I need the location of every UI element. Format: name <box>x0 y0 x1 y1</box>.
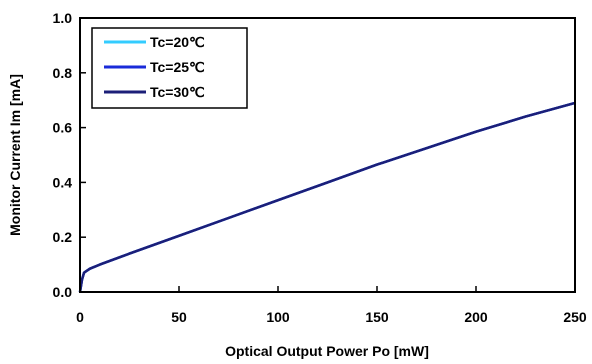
y-tick-label: 0.8 <box>53 65 73 81</box>
legend: Tc=20℃ Tc=25℃ Tc=30℃ <box>91 27 248 109</box>
x-axis-ticks: 0 50 100 150 200 250 <box>76 286 587 325</box>
y-axis-title: Monitor Current Im [mA] <box>7 74 23 236</box>
y-tick-label: 0.0 <box>53 284 73 300</box>
x-tick-label: 250 <box>563 309 587 325</box>
x-tick-label: 150 <box>365 309 389 325</box>
series-line-3 <box>78 101 576 293</box>
plot-area-frame <box>79 17 576 293</box>
legend-label-3: Tc=30℃ <box>150 84 205 100</box>
series-line-1 <box>78 101 576 293</box>
y-tick-label: 0.4 <box>53 174 73 190</box>
y-tick-label: 1.0 <box>53 10 73 26</box>
legend-label-1: Tc=20℃ <box>150 34 205 50</box>
y-axis-ticks: 0.0 0.2 0.4 0.6 0.8 1.0 <box>53 10 86 300</box>
x-tick-label: 200 <box>464 309 488 325</box>
x-tick-label: 50 <box>171 309 187 325</box>
plot-series-group <box>78 101 576 293</box>
y-tick-label: 0.2 <box>53 229 73 245</box>
x-axis-title: Optical Output Power Po [mW] <box>225 343 429 359</box>
y-tick-label: 0.6 <box>53 120 73 136</box>
legend-items: Tc=20℃ Tc=25℃ Tc=30℃ <box>104 34 205 100</box>
x-tick-label: 0 <box>76 309 84 325</box>
legend-label-2: Tc=25℃ <box>150 59 205 75</box>
series-line-2 <box>78 101 576 293</box>
x-tick-label: 100 <box>266 309 290 325</box>
